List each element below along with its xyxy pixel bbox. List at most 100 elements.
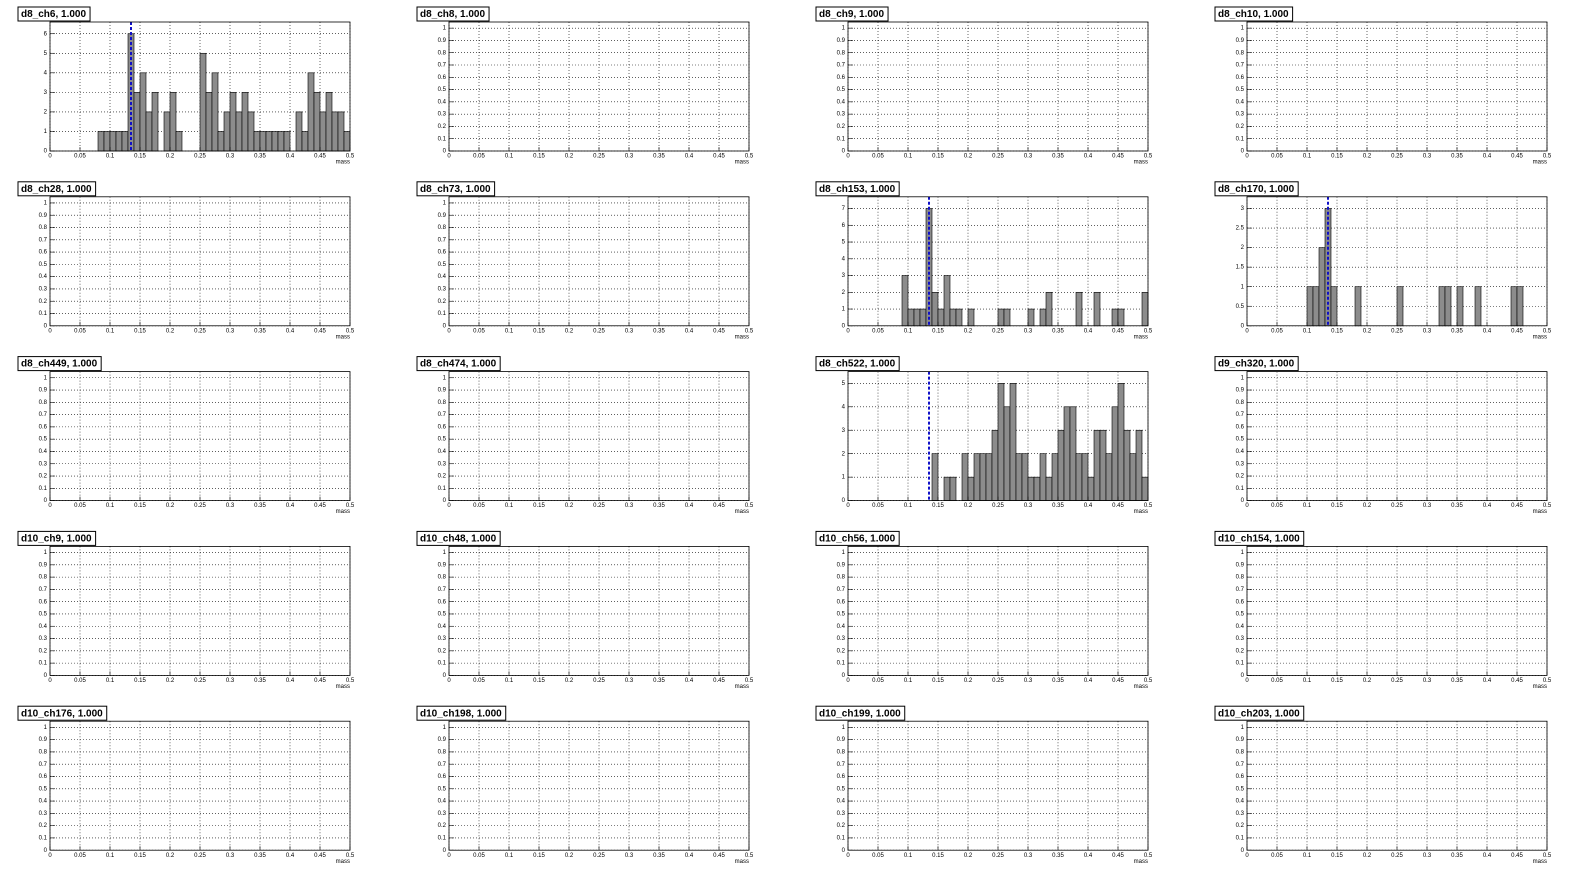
- y-tick-label: 1: [443, 725, 447, 731]
- x-tick-label: 0.05: [872, 328, 884, 334]
- x-tick-label: 0.3: [1024, 328, 1033, 334]
- y-tick-label: 0.4: [39, 624, 48, 630]
- plot-frame: [448, 371, 750, 502]
- x-tick-label: 0: [1245, 853, 1249, 859]
- x-axis-label: mass: [1134, 684, 1148, 690]
- x-tick-label: 0: [447, 503, 451, 509]
- y-tick-label: 0.2: [438, 648, 447, 654]
- x-tick-label: 0.25: [992, 154, 1004, 160]
- x-tick-label: 0: [447, 328, 451, 334]
- y-tick-label: 0.6: [1236, 774, 1245, 780]
- x-tick-label: 0.45: [1511, 328, 1523, 334]
- x-tick-label: 0.05: [74, 853, 86, 859]
- y-tick-label: 0.6: [837, 774, 846, 780]
- y-tick-label: 0.7: [1236, 412, 1245, 418]
- x-axis-label: mass: [1134, 160, 1148, 166]
- histogram-bar: [1027, 476, 1035, 501]
- x-tick-label: 0.25: [1391, 154, 1403, 160]
- y-tick-label: 0.2: [438, 474, 447, 480]
- y-tick-label: 0.4: [1236, 449, 1245, 455]
- y-tick-label: 0: [1241, 848, 1245, 854]
- y-tick-label: 0.9: [837, 38, 846, 44]
- x-tick-label: 0.15: [932, 328, 944, 334]
- histogram-bar: [1069, 406, 1077, 501]
- y-tick-label: 0.8: [438, 225, 447, 231]
- x-tick-label: 0.2: [964, 503, 973, 509]
- y-tick-label: 0.8: [837, 749, 846, 755]
- y-tick-label: 0.6: [438, 424, 447, 430]
- histogram-bar: [223, 111, 231, 152]
- histogram-bar: [175, 131, 183, 152]
- y-tick-label: 0.2: [1236, 124, 1245, 130]
- x-tick-label: 0.3: [1423, 154, 1432, 160]
- x-axis-label: mass: [1533, 160, 1547, 166]
- histogram-bar: [1039, 453, 1047, 501]
- x-tick-label: 0.3: [1423, 678, 1432, 684]
- x-tick-label: 0.25: [593, 503, 605, 509]
- histogram-bar: [247, 111, 255, 152]
- x-axis-label: mass: [735, 509, 749, 515]
- histogram-bar: [241, 92, 249, 152]
- histogram-bar: [1063, 406, 1071, 501]
- histogram-panel: 0 0.05 0.1 0.15 0.2 0.25 0.3 0.35 0.4 0.45 0.5 0 0.1…: [17, 356, 355, 515]
- y-tick-label: 0.3: [39, 811, 48, 817]
- y-tick-label: 4: [44, 70, 48, 76]
- histogram-bar: [949, 308, 957, 327]
- x-tick-label: 0.25: [593, 328, 605, 334]
- histogram-bar: [919, 308, 927, 327]
- histogram-bar: [1354, 286, 1362, 327]
- x-axis-label: mass: [1134, 509, 1148, 515]
- x-tick-label: 0.05: [473, 853, 485, 859]
- histogram-panel: 0 0.05 0.1 0.15 0.2 0.25 0.3 0.35 0.4 0.45 0.5 0 0.1…: [416, 530, 754, 690]
- x-tick-label: 0.35: [653, 853, 665, 859]
- y-tick-label: 0.4: [438, 449, 447, 455]
- x-tick-label: 0: [48, 678, 52, 684]
- x-tick-label: 0.5: [1543, 154, 1552, 160]
- y-tick-label: 0.5: [1236, 87, 1245, 93]
- x-tick-label: 0.2: [1363, 678, 1372, 684]
- y-tick-label: 0.7: [837, 762, 846, 768]
- x-tick-label: 0.4: [286, 328, 295, 334]
- y-tick-label: 0.6: [1236, 75, 1245, 81]
- y-tick-label: 0: [443, 673, 447, 679]
- x-axis-label: mass: [735, 334, 749, 340]
- y-tick-label: 6: [44, 31, 48, 37]
- x-tick-label: 0.5: [1543, 853, 1552, 859]
- y-tick-label: 0.4: [438, 274, 447, 280]
- histogram-bar: [337, 111, 345, 152]
- x-tick-label: 0.2: [565, 503, 574, 509]
- histogram-panel: 0 0.05 0.1 0.15 0.2 0.25 0.3 0.35 0.4 0.45 0.5 0 0.1…: [17, 181, 355, 340]
- y-tick-label: 0.9: [1236, 562, 1245, 568]
- histogram-bar: [1051, 453, 1059, 501]
- x-tick-label: 0.15: [533, 154, 545, 160]
- y-tick-label: 0.4: [39, 449, 48, 455]
- y-tick-label: 0.2: [438, 124, 447, 130]
- title-box: [815, 6, 889, 22]
- x-tick-label: 0.45: [713, 503, 725, 509]
- y-tick-label: 1: [1241, 550, 1245, 556]
- y-tick-label: 0.9: [1236, 38, 1245, 44]
- x-tick-label: 0.3: [625, 503, 634, 509]
- histogram-bar: [1318, 247, 1326, 327]
- y-tick-label: 1: [1241, 375, 1245, 381]
- y-tick-label: 0: [44, 323, 48, 329]
- histogram-bar: [937, 308, 945, 327]
- y-tick-label: 0.5: [1236, 304, 1245, 310]
- histogram-bar: [1129, 453, 1137, 501]
- y-tick-label: 2: [842, 451, 846, 457]
- x-tick-label: 0.25: [593, 154, 605, 160]
- y-tick-label: 0.5: [39, 437, 48, 443]
- x-tick-label: 0.5: [745, 853, 754, 859]
- histogram-bar: [961, 453, 969, 501]
- x-tick-label: 0.3: [1423, 503, 1432, 509]
- x-tick-label: 0.05: [1271, 853, 1283, 859]
- x-tick-label: 0.45: [713, 678, 725, 684]
- x-tick-label: 0.1: [505, 154, 514, 160]
- y-tick-label: 0.3: [1236, 461, 1245, 467]
- y-tick-label: 0.4: [438, 99, 447, 105]
- x-tick-label: 0.3: [226, 853, 235, 859]
- histogram-bar: [1396, 286, 1404, 327]
- x-tick-label: 0.25: [992, 853, 1004, 859]
- y-tick-label: 0.3: [837, 112, 846, 118]
- y-tick-label: 0.2: [837, 648, 846, 654]
